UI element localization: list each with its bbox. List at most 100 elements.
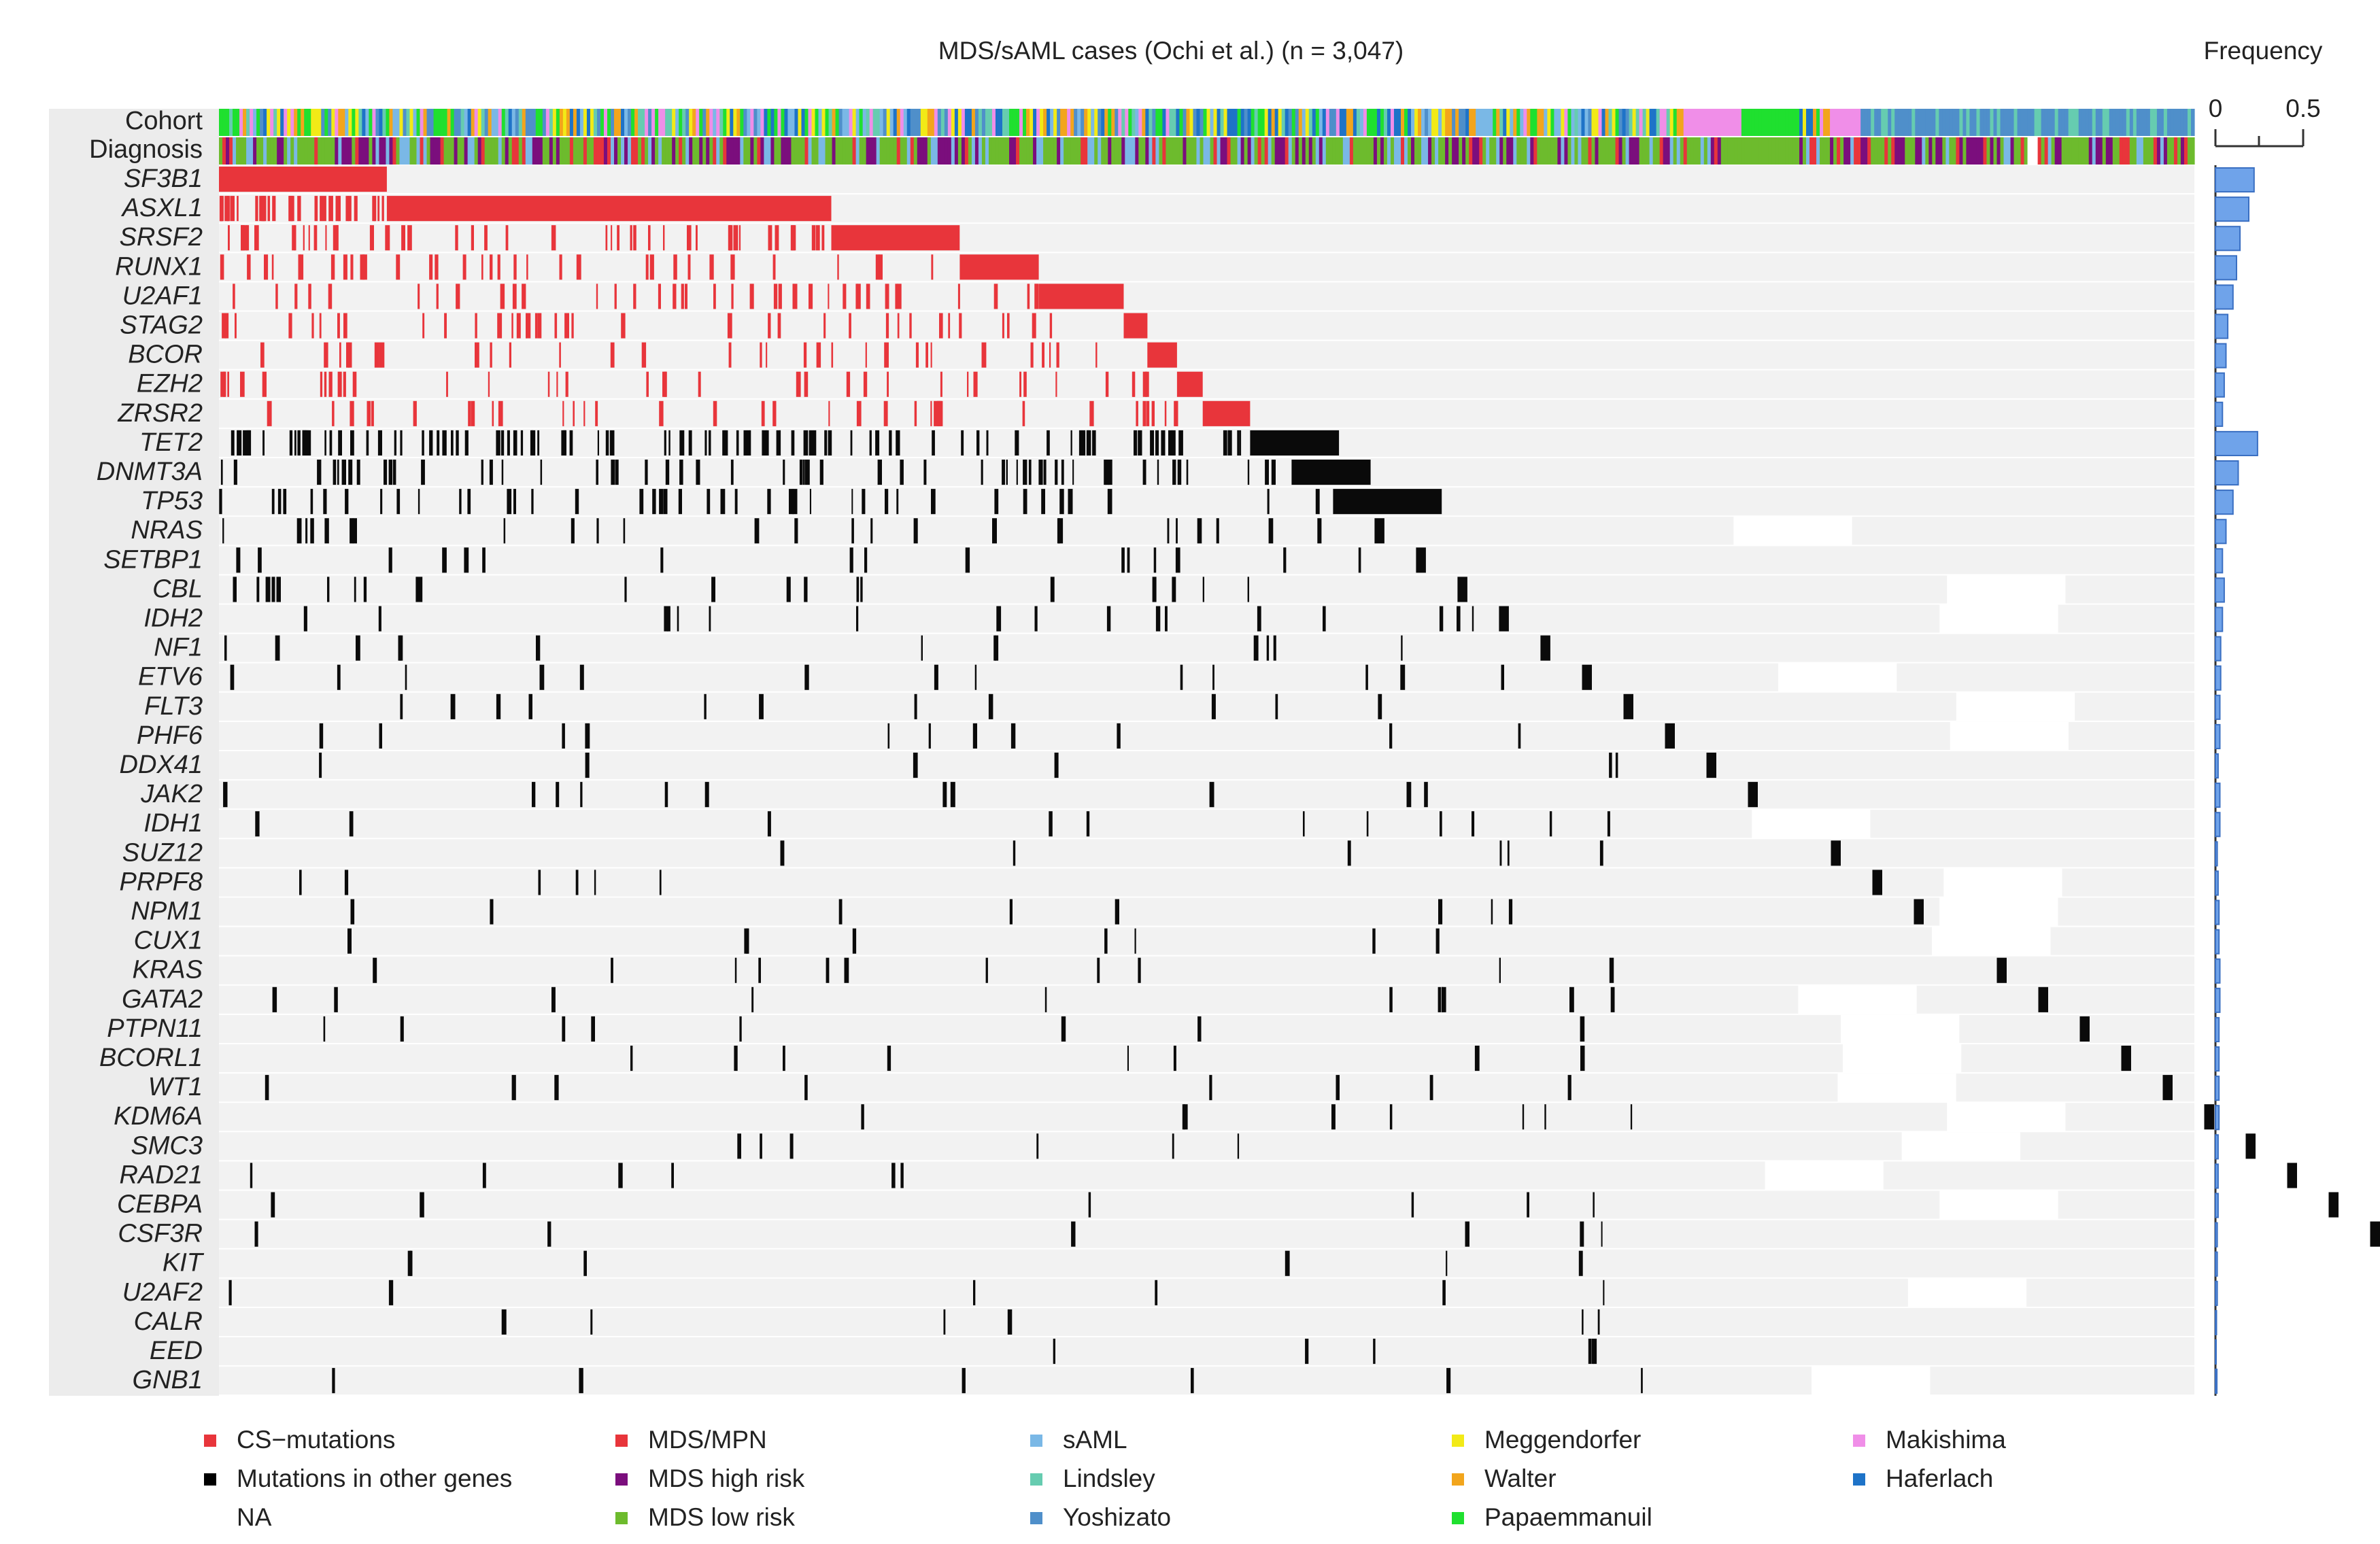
diagnosis-cell	[920, 137, 925, 165]
diagnosis-cell	[1915, 137, 1919, 165]
diagnosis-cell	[2187, 137, 2192, 165]
other-mutation	[1036, 1133, 1039, 1159]
cohort-cell	[1016, 109, 1020, 136]
cohort-cell	[1356, 109, 1361, 136]
other-mutation	[450, 693, 456, 719]
cs-mutation	[237, 196, 239, 222]
cs-mutation	[379, 342, 381, 368]
other-mutation	[1121, 547, 1125, 573]
cohort-cell	[2003, 109, 2008, 136]
cohort-cell	[273, 109, 277, 136]
cs-mutation	[766, 342, 768, 368]
other-mutation	[1268, 518, 1274, 544]
diagnosis-cell	[1867, 137, 1871, 165]
cohort-cell	[825, 109, 830, 136]
other-mutation	[783, 460, 785, 485]
other-block-etv6	[1582, 664, 1592, 690]
diagnosis-cell	[1186, 137, 1191, 165]
diagnosis-cell	[369, 137, 373, 165]
freq-bar-bcorl1	[2215, 1046, 2220, 1072]
other-mutation	[1247, 460, 1250, 485]
freq-bar-suz12	[2215, 841, 2218, 867]
cohort-cell	[2071, 109, 2076, 136]
cs-mutation	[275, 284, 278, 309]
cs-mutation	[516, 313, 521, 339]
other-mutation	[1072, 460, 1074, 485]
cs-mutation	[559, 342, 561, 368]
other-mutation	[1058, 518, 1064, 544]
cs-mutation	[224, 313, 229, 339]
diagnosis-cell	[988, 137, 993, 165]
cohort-cell	[930, 109, 935, 136]
cs-mutation	[498, 400, 503, 426]
other-mutation	[679, 460, 683, 485]
diagnosis-cell	[2095, 137, 2100, 165]
cohort-cell	[1799, 109, 1803, 136]
cs-mutation	[778, 284, 782, 309]
cohort-cell	[947, 109, 952, 136]
freq-tick-0: 0	[2209, 95, 2223, 122]
cs-mutation	[611, 225, 613, 251]
other-mutation	[1002, 460, 1005, 485]
diagnosis-cell	[457, 137, 462, 165]
cs-mutation	[360, 254, 365, 280]
cohort-cell	[1605, 109, 1610, 136]
cs-mutation	[1056, 342, 1059, 368]
legend-swatch-haferlach	[1853, 1473, 1865, 1486]
cs-mutation	[322, 196, 326, 222]
diagnosis-cell	[389, 137, 394, 165]
other-mutation	[1197, 518, 1202, 544]
other-mutation	[875, 430, 880, 456]
cs-mutation	[837, 254, 839, 280]
cs-mutation	[1023, 371, 1027, 397]
cohort-cell	[542, 109, 547, 136]
cohort-cell	[658, 109, 662, 136]
diagnosis-cell	[403, 137, 407, 165]
na-cell	[1812, 1367, 1931, 1396]
diagnosis-cell	[947, 137, 952, 165]
diagnosis-cell	[750, 137, 754, 165]
diagnosis-cell	[1737, 137, 1742, 165]
cohort-cell	[1516, 109, 1520, 136]
other-mutation	[380, 489, 383, 515]
cohort-cell	[1462, 109, 1466, 136]
cohort-cell	[603, 109, 608, 136]
other-mutation	[1106, 606, 1111, 632]
cs-mutation	[596, 284, 598, 309]
cohort-cell	[430, 109, 435, 136]
cs-mutation	[371, 400, 374, 426]
diagnosis-cell	[348, 137, 352, 165]
legend-swatch-meggendorfer	[1452, 1435, 1464, 1447]
cohort-cell	[1285, 109, 1289, 136]
diagnosis-cell	[1030, 137, 1034, 165]
other-mutation	[1457, 606, 1461, 632]
cohort-cell	[1918, 109, 1922, 136]
row-labels: CohortDiagnosisSF3B1ASXL1SRSF2RUNX1U2AF1…	[89, 107, 205, 1394]
frequency-title: Frequency	[2204, 37, 2323, 65]
cohort-cell	[1445, 109, 1449, 136]
diagnosis-cell	[1418, 137, 1422, 165]
diagnosis-cell	[1220, 137, 1225, 165]
diagnosis-cell	[222, 137, 226, 165]
cohort-cell	[263, 109, 267, 136]
other-mutation	[1104, 928, 1108, 954]
other-mutation	[896, 430, 900, 456]
cohort-cell	[675, 109, 679, 136]
legend-label-makishima: Makishima	[1886, 1426, 2006, 1454]
cohort-cell	[1166, 109, 1170, 136]
cs-block-bcor	[1147, 342, 1177, 368]
diagnosis-cell	[1506, 137, 1510, 165]
other-mutation	[580, 782, 583, 808]
diagnosis-cell	[1564, 137, 1569, 165]
cohort-cell	[1098, 109, 1102, 136]
cohort-cell	[624, 109, 628, 136]
cohort-cell	[1639, 109, 1644, 136]
other-mutation	[659, 489, 663, 515]
diagnosis-cell	[2146, 137, 2151, 165]
other-mutation	[571, 518, 575, 544]
legend-swatch-walter	[1452, 1473, 1464, 1486]
diagnosis-cell	[443, 137, 448, 165]
cohort-cell	[696, 109, 700, 136]
cs-mutation	[930, 342, 932, 368]
cohort-cell	[1203, 109, 1208, 136]
